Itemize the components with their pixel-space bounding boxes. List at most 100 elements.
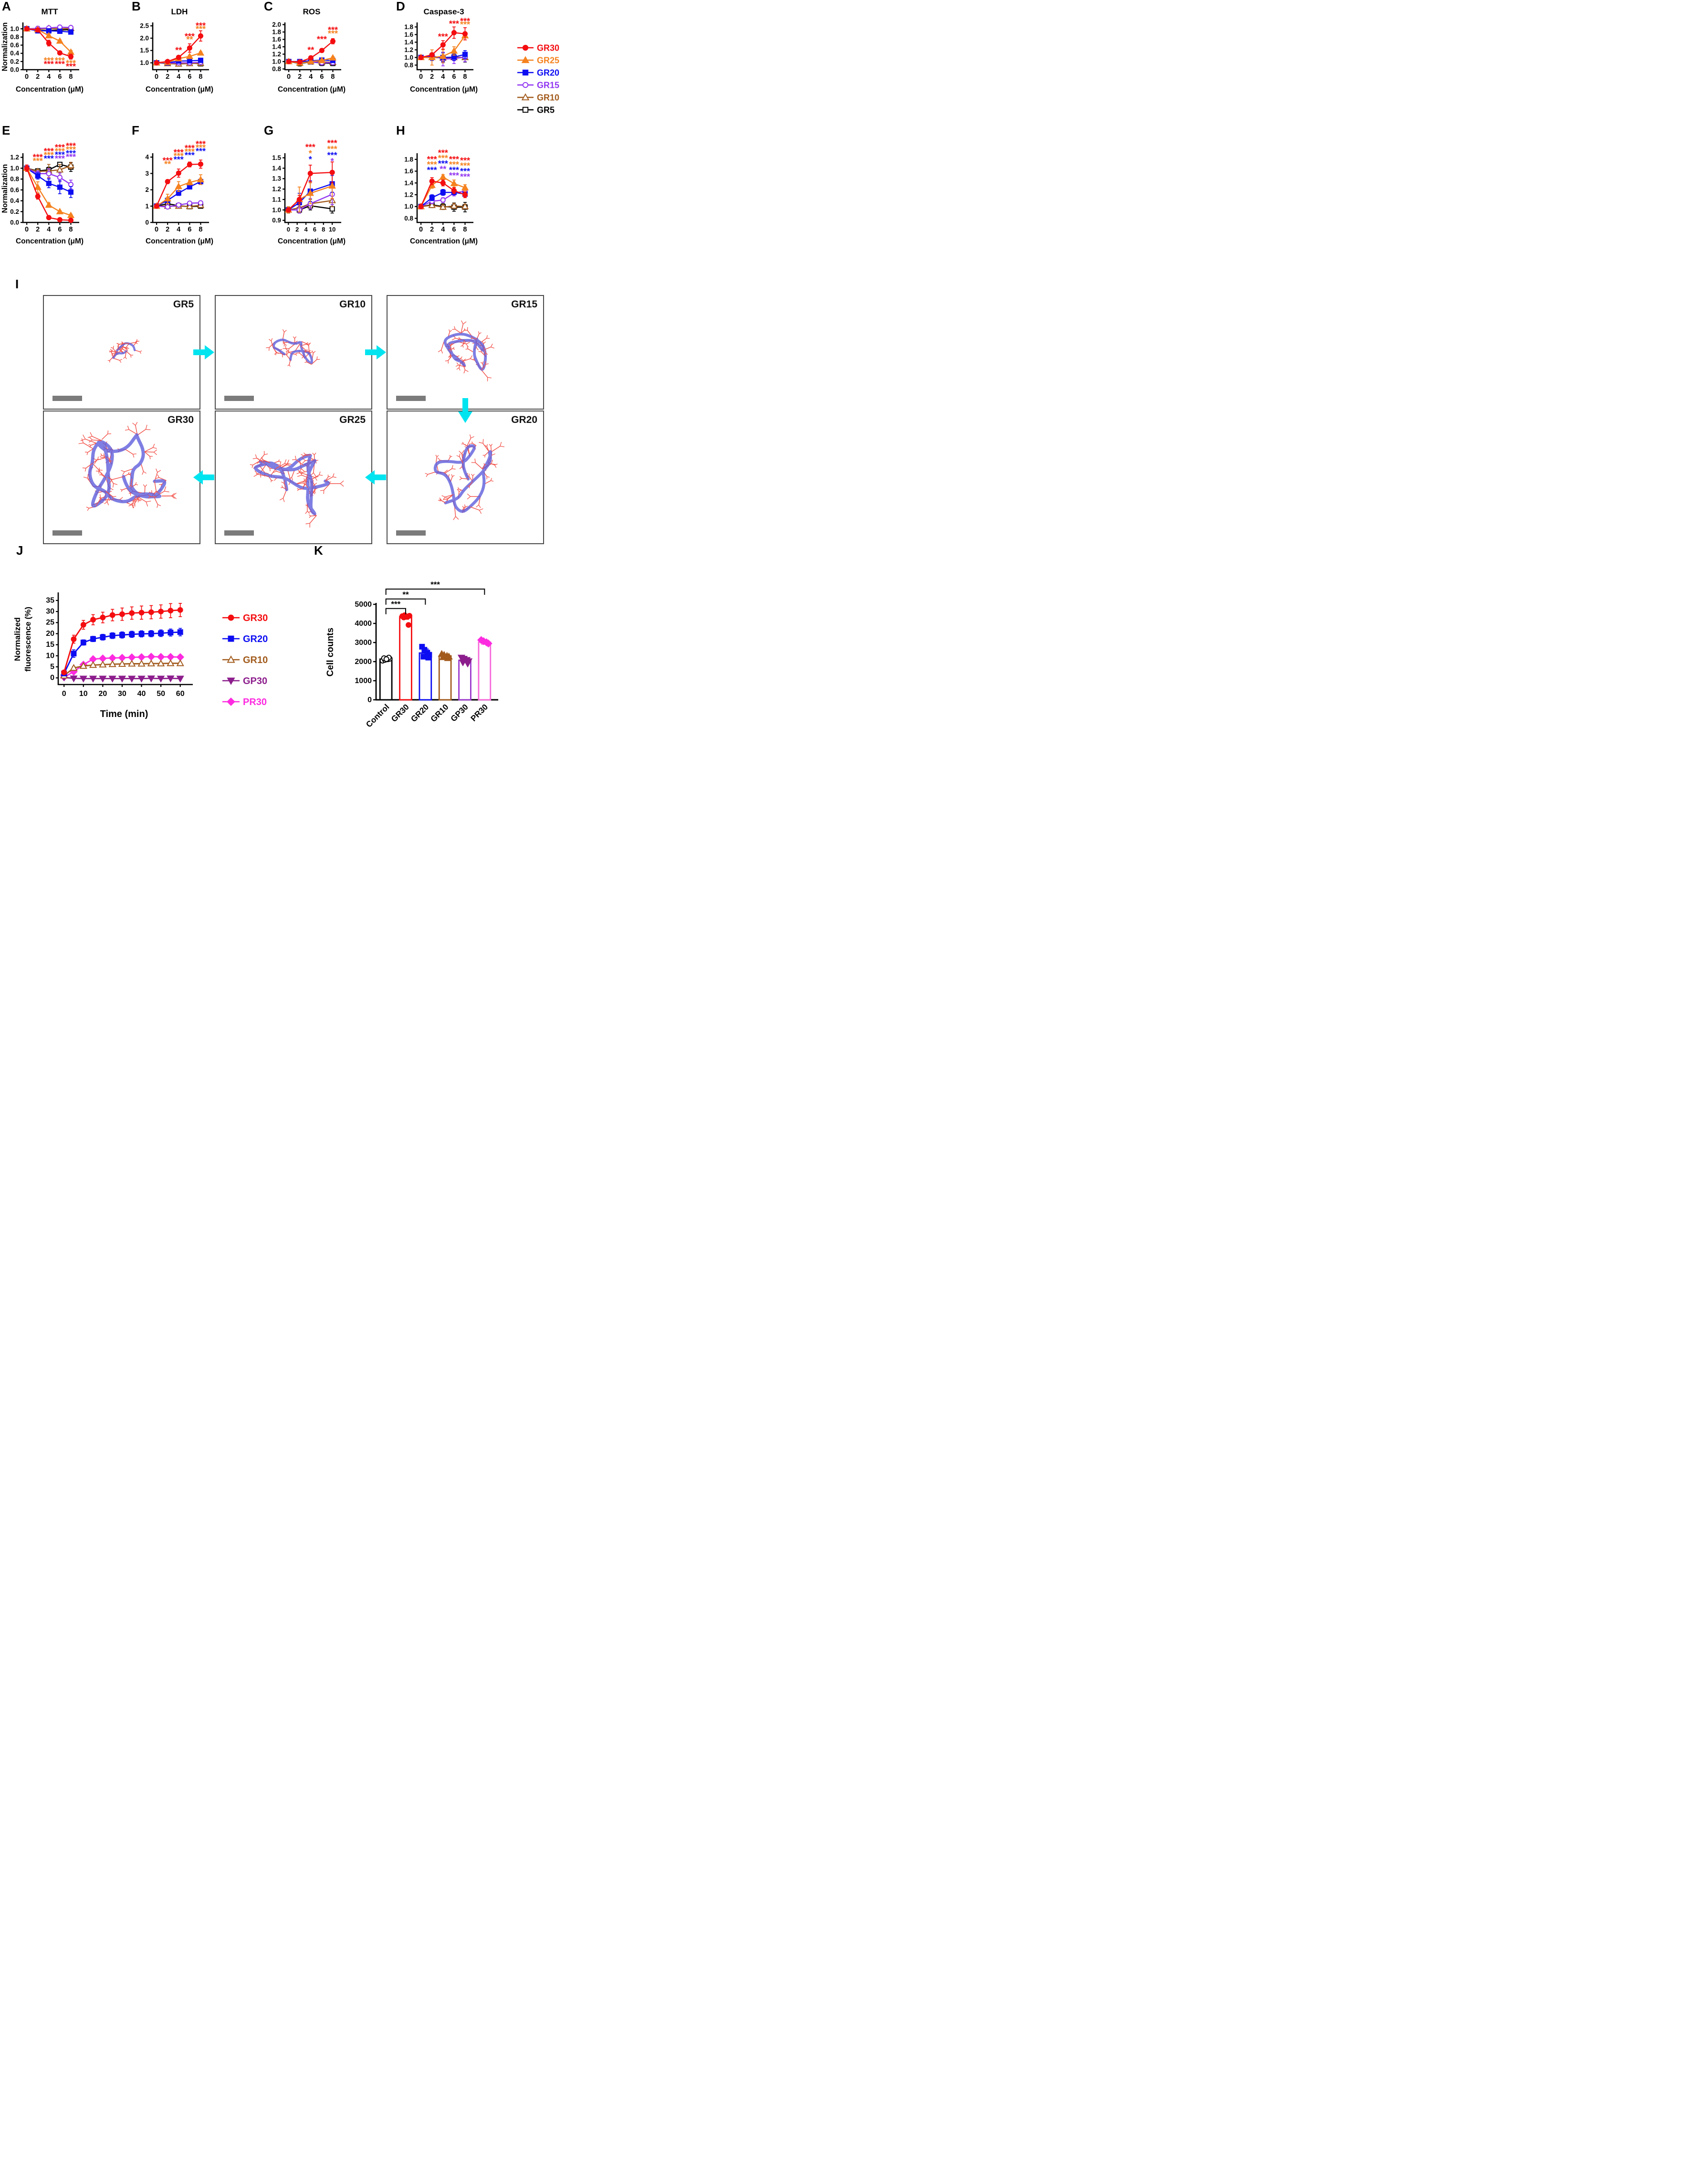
molecule-box-gr20: GR20 (387, 411, 544, 544)
svg-text:8: 8 (463, 73, 467, 81)
svg-text:***: *** (55, 56, 65, 65)
svg-text:GR10: GR10 (537, 93, 559, 102)
svg-text:4: 4 (309, 73, 313, 81)
svg-text:10: 10 (46, 652, 54, 660)
svg-text:***: *** (174, 148, 184, 158)
svg-text:6: 6 (188, 226, 191, 233)
chart-ldh: 1.0 1.5 2.0 2.5 0 2 4 6 8 LDH Concentration (μM) **… (140, 7, 213, 94)
svg-text:GR30: GR30 (389, 702, 411, 724)
svg-text:***: *** (55, 147, 65, 156)
svg-text:0.9: 0.9 (272, 217, 281, 224)
molecule-box-gr25: GR25 (215, 411, 372, 544)
svg-text:2: 2 (430, 226, 434, 233)
panel-letter-k: K (314, 543, 323, 558)
svg-text:Concentration (μM): Concentration (μM) (16, 85, 84, 94)
svg-text:**: ** (402, 590, 409, 599)
molecule-box-gr30: GR30 (43, 411, 200, 544)
svg-text:GR5: GR5 (537, 105, 555, 115)
svg-text:0: 0 (287, 226, 290, 233)
svg-text:6: 6 (313, 226, 316, 233)
legend-main: GR30 GR25 GR20 GR15 GR10 GR5 (517, 43, 559, 115)
svg-text:***: *** (44, 56, 54, 65)
svg-text:***: *** (185, 147, 195, 157)
svg-text:6: 6 (58, 226, 62, 233)
svg-text:***: *** (460, 172, 470, 181)
chart-ros: 0.81.01.21.41.61.82.0 0 2 4 6 8 ROS Concentrati… (272, 7, 346, 94)
svg-text:***: *** (185, 150, 195, 160)
svg-text:0.2: 0.2 (10, 58, 19, 65)
svg-text:1.8: 1.8 (272, 29, 281, 36)
svg-text:0: 0 (419, 226, 423, 233)
svg-text:***: *** (460, 16, 470, 26)
svg-text:0: 0 (145, 219, 149, 226)
svg-text:***: *** (55, 143, 65, 152)
svg-text:***: *** (196, 139, 206, 149)
chart-mtt: 0.00.20.40.60.81.0 0 2 4 6 8 MTT Concentration … (1, 7, 84, 94)
svg-text:PR30: PR30 (243, 697, 267, 707)
svg-text:0.4: 0.4 (10, 197, 19, 204)
svg-text:***: *** (427, 155, 437, 164)
svg-text:***: *** (196, 21, 206, 31)
svg-text:60: 60 (176, 690, 185, 698)
panel-letter-f: F (132, 123, 139, 137)
svg-text:2000: 2000 (355, 658, 372, 666)
svg-text:1000: 1000 (355, 677, 372, 685)
svg-text:Caspase-3: Caspase-3 (423, 7, 464, 16)
svg-text:***: *** (317, 35, 327, 44)
svg-text:***: *** (196, 24, 206, 34)
svg-text:GR30: GR30 (243, 613, 268, 623)
molecule-gr25 (250, 451, 344, 528)
svg-text:***: *** (163, 156, 173, 166)
svg-text:4: 4 (441, 73, 445, 81)
svg-text:GR20: GR20 (243, 634, 268, 644)
panel-letter-b: B (132, 0, 141, 13)
svg-text:1.2: 1.2 (272, 51, 281, 58)
svg-text:***: *** (449, 171, 459, 180)
svg-text:0.6: 0.6 (10, 186, 19, 193)
svg-text:40: 40 (137, 690, 146, 698)
svg-text:***: *** (438, 159, 448, 169)
scale-bar (396, 530, 426, 536)
molecule-label-gr30: GR30 (168, 414, 194, 425)
svg-text:Concentration (μM): Concentration (μM) (146, 85, 213, 94)
svg-text:GP30: GP30 (243, 676, 267, 686)
svg-text:0: 0 (25, 73, 29, 81)
svg-text:6: 6 (452, 226, 456, 233)
svg-text:1.1: 1.1 (272, 196, 281, 203)
svg-text:20: 20 (98, 690, 107, 698)
svg-text:***: *** (55, 150, 65, 160)
svg-text:***: *** (174, 151, 184, 161)
svg-text:15: 15 (46, 641, 54, 649)
svg-text:***: *** (460, 161, 470, 171)
svg-text:*: * (309, 148, 312, 158)
svg-text:***: *** (460, 20, 470, 30)
svg-text:2.5: 2.5 (140, 22, 149, 30)
svg-text:0.4: 0.4 (10, 50, 19, 57)
svg-text:30: 30 (118, 690, 126, 698)
svg-text:1.0: 1.0 (140, 59, 149, 66)
panel-letter-h: H (396, 123, 405, 137)
svg-text:5: 5 (50, 663, 54, 671)
molecule-label-gr20: GR20 (511, 414, 537, 425)
svg-text:4: 4 (47, 73, 51, 81)
svg-text:**: ** (186, 35, 193, 44)
svg-text:4: 4 (177, 73, 180, 81)
svg-text:fluorescence (%): fluorescence (%) (23, 607, 32, 672)
svg-text:*: * (331, 157, 334, 166)
chart-fluorescence: 0 5 10 15 20 25 30 35 0 10 20 30 40 50 60 Time (min) Nor… (13, 592, 268, 719)
flow-arrow-left-icon (365, 470, 386, 485)
svg-text:***: *** (449, 155, 459, 164)
svg-text:GR25: GR25 (537, 55, 559, 65)
svg-text:***: *** (328, 29, 338, 39)
molecule-label-gr15: GR15 (511, 299, 537, 310)
svg-text:2: 2 (298, 73, 302, 81)
molecule-box-gr5: GR5 (43, 295, 200, 410)
svg-text:20: 20 (46, 630, 54, 638)
svg-text:Concentration (μM): Concentration (μM) (278, 85, 346, 94)
svg-text:Normalization: Normalization (1, 164, 9, 213)
svg-text:8: 8 (199, 73, 202, 81)
svg-text:***: *** (33, 153, 43, 162)
svg-text:0.8: 0.8 (10, 33, 19, 41)
molecule-gr20 (425, 434, 505, 520)
molecule-gr15 (438, 320, 495, 381)
